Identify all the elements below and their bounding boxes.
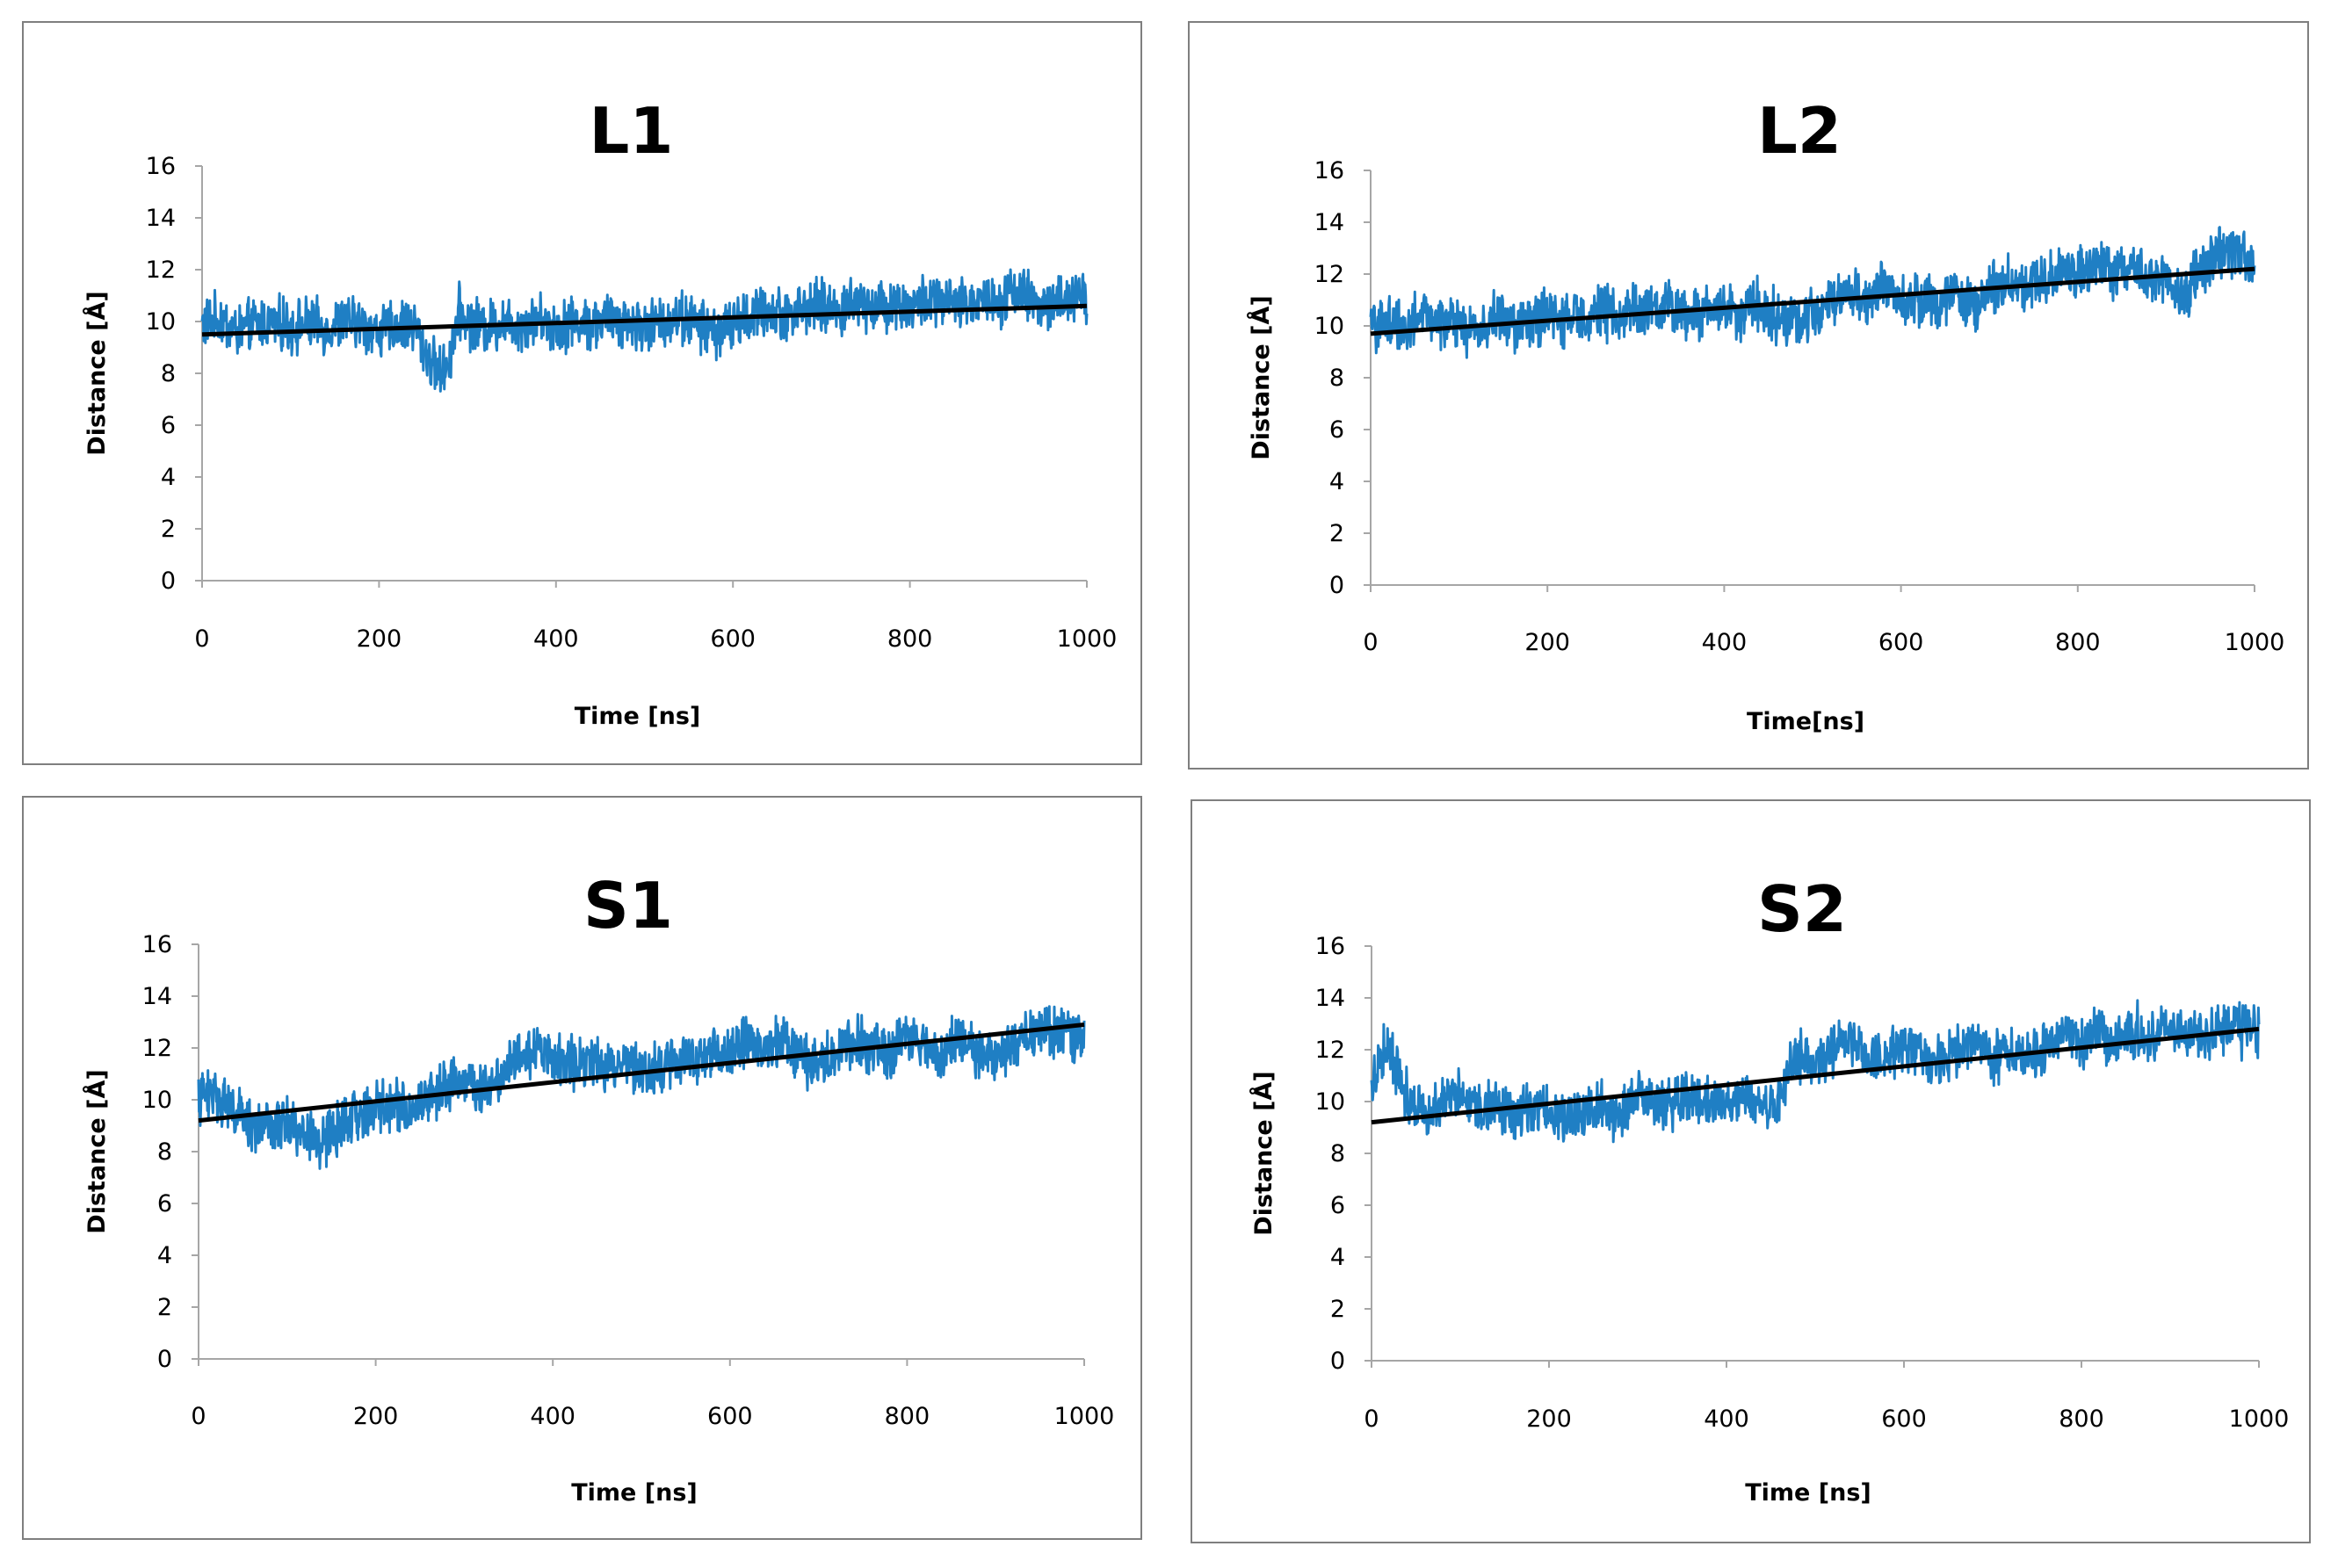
y-tick-label: 10 — [1314, 313, 1344, 340]
y-tick-label: 2 — [1329, 520, 1344, 547]
trend-line-s2 — [1371, 1026, 2260, 1125]
x-tick-label: 200 — [1526, 1405, 1572, 1433]
x-tick-label: 800 — [2055, 629, 2101, 656]
y-tick-label: 12 — [142, 1035, 172, 1062]
x-tick-label: 600 — [710, 625, 756, 653]
y-tick-label: 0 — [1330, 1348, 1345, 1375]
chart-panel-l2: L2 0 2 4 6 8 10 12 14 16 0 200 400 600 800 1000 Time[ns]… — [1188, 21, 2309, 770]
x-axis-title: Time [ns] — [1745, 1479, 1871, 1507]
chart-s1: S1 0 2 4 6 8 10 12 14 16 0 200 400 600 800 1000 Time [ns… — [83, 869, 1115, 1507]
x-tick-label: 1000 — [1057, 625, 1118, 653]
x-tick-label: 0 — [1364, 1405, 1379, 1433]
x-tick-label: 1000 — [2229, 1405, 2290, 1433]
y-tick-label: 16 — [1314, 157, 1344, 184]
y-tick-label: 6 — [1330, 1192, 1345, 1219]
x-tick-label: 200 — [357, 625, 402, 653]
x-tick-label: 400 — [533, 625, 579, 653]
x-axis-title: Time [ns] — [575, 703, 701, 730]
x-tick-label: 600 — [1878, 629, 1924, 656]
y-tick-label: 14 — [142, 983, 172, 1010]
y-tick-label: 8 — [1329, 365, 1344, 392]
y-tick-label: 4 — [1330, 1244, 1345, 1271]
y-tick-label: 12 — [1314, 261, 1344, 288]
y-tick-label: 4 — [157, 1242, 172, 1269]
x-tick-label: 1000 — [2225, 629, 2285, 656]
y-tick-label: 6 — [1329, 416, 1344, 444]
series-line-distance-s2 — [1370, 999, 2261, 1144]
y-axis-title: Distance [Å] — [1247, 295, 1275, 459]
x-tick-label: 200 — [1524, 629, 1570, 656]
series-line-distance-s1 — [197, 1005, 1086, 1170]
chart-title: L2 — [1757, 94, 1842, 168]
x-tick-label: 200 — [353, 1403, 399, 1430]
trend-line-l1 — [201, 303, 1088, 337]
y-tick-label: 8 — [157, 1138, 172, 1166]
y-tick-label: 6 — [157, 1190, 172, 1218]
y-tick-label: 14 — [1315, 985, 1345, 1012]
chart-l2: L2 0 2 4 6 8 10 12 14 16 0 200 400 600 800 1000 Time[ns]… — [1247, 94, 2285, 735]
trend-line-s1 — [198, 1022, 1085, 1124]
y-tick-label: 14 — [146, 205, 176, 232]
y-tick-label: 8 — [1330, 1140, 1345, 1167]
chart-title: S2 — [1757, 872, 1847, 946]
x-tick-label: 400 — [530, 1403, 575, 1430]
x-tick-label: 600 — [1881, 1405, 1927, 1433]
y-axis-title: Distance [Å] — [1249, 1071, 1278, 1235]
y-tick-label: 4 — [1329, 468, 1344, 495]
y-axis-title: Distance [Å] — [83, 291, 111, 455]
series-line-distance-l2 — [1369, 226, 2256, 359]
x-tick-label: 0 — [1363, 629, 1378, 656]
chart-panel-s1: S1 0 2 4 6 8 10 12 14 16 0 200 400 600 800 1000 Time [ns… — [22, 796, 1142, 1540]
y-tick-label: 10 — [1315, 1088, 1345, 1116]
chart-title: L1 — [590, 94, 674, 168]
x-tick-label: 400 — [1702, 629, 1748, 656]
y-tick-label: 8 — [161, 360, 176, 387]
y-tick-label: 0 — [161, 567, 176, 595]
y-tick-label: 2 — [1330, 1296, 1345, 1323]
y-tick-label: 2 — [157, 1294, 172, 1321]
y-tick-label: 16 — [1315, 933, 1345, 960]
y-tick-label: 4 — [161, 464, 176, 491]
x-tick-label: 800 — [885, 1403, 930, 1430]
y-tick-label: 6 — [161, 412, 176, 439]
chart-panel-s2: S2 0 2 4 6 8 10 12 14 16 0 200 400 600 800 1000 Time [ns… — [1191, 799, 2311, 1543]
chart-l1: L1 0 2 4 6 8 10 12 14 16 0 200 400 600 800 1000 Time [ns… — [83, 94, 1118, 730]
y-tick-label: 10 — [146, 308, 176, 336]
y-tick-label: 12 — [146, 257, 176, 284]
x-tick-label: 800 — [2059, 1405, 2104, 1433]
y-tick-label: 2 — [161, 516, 176, 543]
x-axis-title: Time [ns] — [571, 1479, 698, 1507]
chart-panel-l1: L1 0 2 4 6 8 10 12 14 16 0 200 400 600 800 1000 Time [ns… — [22, 21, 1142, 765]
y-tick-label: 0 — [1329, 572, 1344, 599]
y-tick-label: 0 — [157, 1346, 172, 1373]
y-tick-label: 14 — [1314, 209, 1344, 236]
y-tick-label: 12 — [1315, 1037, 1345, 1064]
x-tick-label: 600 — [707, 1403, 753, 1430]
y-tick-label: 16 — [142, 931, 172, 958]
y-tick-label: 16 — [146, 153, 176, 180]
chart-title: S1 — [583, 869, 673, 943]
x-tick-label: 0 — [191, 1403, 206, 1430]
x-tick-label: 400 — [1704, 1405, 1749, 1433]
y-tick-label: 10 — [142, 1087, 172, 1114]
trend-line-l2 — [1370, 266, 2255, 336]
chart-s2: S2 0 2 4 6 8 10 12 14 16 0 200 400 600 800 1000 Time [ns… — [1249, 872, 2290, 1507]
x-tick-label: 0 — [194, 625, 209, 653]
y-axis-title: Distance [Å] — [83, 1069, 111, 1233]
x-axis-title: Time[ns] — [1747, 708, 1864, 735]
x-tick-label: 800 — [887, 625, 933, 653]
x-tick-label: 1000 — [1054, 1403, 1115, 1430]
